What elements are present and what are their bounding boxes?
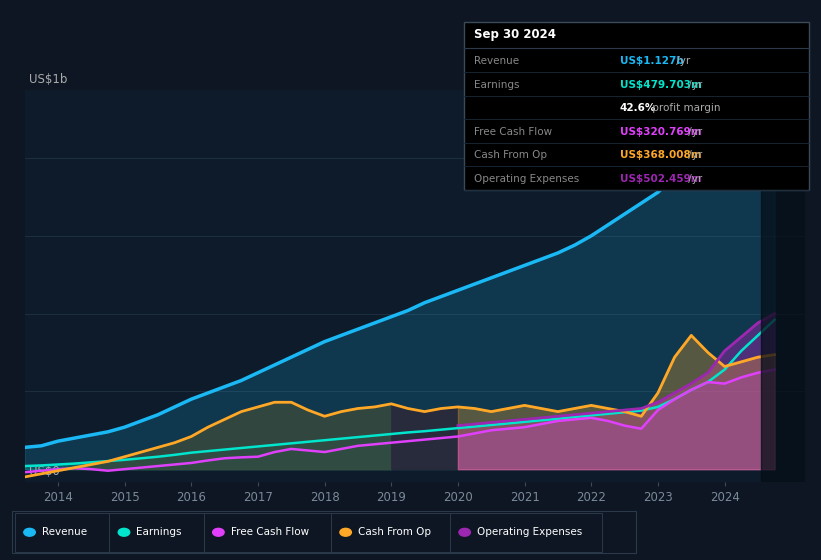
Text: profit margin: profit margin <box>649 103 721 113</box>
Text: /yr: /yr <box>685 174 702 184</box>
Text: Sep 30 2024: Sep 30 2024 <box>474 28 556 41</box>
Text: /yr: /yr <box>685 150 702 160</box>
Text: US$1.127b: US$1.127b <box>620 56 684 66</box>
Text: Free Cash Flow: Free Cash Flow <box>231 528 309 537</box>
Text: Free Cash Flow: Free Cash Flow <box>474 127 552 137</box>
Text: US$0: US$0 <box>29 465 59 478</box>
Text: /yr: /yr <box>673 56 690 66</box>
Text: Revenue: Revenue <box>474 56 519 66</box>
Text: US$479.703m: US$479.703m <box>620 80 702 90</box>
Text: Earnings: Earnings <box>474 80 519 90</box>
Text: Earnings: Earnings <box>136 528 181 537</box>
Bar <box>761 90 805 482</box>
Text: Operating Expenses: Operating Expenses <box>477 528 582 537</box>
Text: Cash From Op: Cash From Op <box>358 528 431 537</box>
Text: Revenue: Revenue <box>42 528 87 537</box>
Text: Cash From Op: Cash From Op <box>474 150 547 160</box>
Text: US$502.459m: US$502.459m <box>620 174 701 184</box>
Text: US$320.769m: US$320.769m <box>620 127 701 137</box>
Text: /yr: /yr <box>685 127 702 137</box>
Text: Operating Expenses: Operating Expenses <box>474 174 579 184</box>
Text: US$1b: US$1b <box>29 73 67 86</box>
Text: 42.6%: 42.6% <box>620 103 656 113</box>
Text: /yr: /yr <box>685 80 702 90</box>
Text: US$368.008m: US$368.008m <box>620 150 701 160</box>
